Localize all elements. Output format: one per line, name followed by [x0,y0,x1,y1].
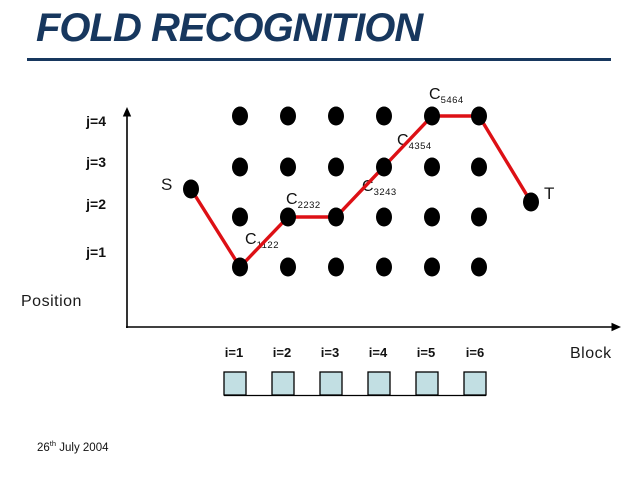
grid-dot [280,106,296,126]
path-node-label-c4354: C4354 [397,133,432,152]
start-node-label: S [161,175,173,194]
col-label-i3: i=3 [320,345,340,360]
c-subscript: 2232 [297,200,321,211]
path-node-label-c5464: C5464 [429,87,464,106]
grid-dot [471,157,487,177]
path-node-label-c2232: C2232 [286,192,321,211]
end-node-dot [523,192,539,212]
grid-dot [424,157,440,177]
c-main: C [397,132,409,149]
end-node-label: T [544,184,555,203]
block-square [271,371,295,396]
c-subscript: 3243 [373,187,397,198]
grid-dot [280,257,296,277]
grid-dot [376,257,392,277]
date-ordinal: th [49,439,57,448]
col-label-i2: i=2 [272,345,292,360]
c-subscript: 5464 [440,95,464,106]
block-square [463,371,487,396]
block-square [367,371,391,396]
grid-dot [471,106,487,126]
grid-dot [280,157,296,177]
alignment-path [189,114,533,270]
date-rest: July 2004 [56,441,109,454]
footer-date: 26th July 2004 [37,440,109,454]
row-label-j1: j=1 [86,244,106,260]
grid-dot [376,106,392,126]
y-axis-caption: Position [21,293,82,310]
grid-dot [232,157,248,177]
row-label-j3: j=3 [86,154,106,170]
start-node-dot [183,179,199,199]
grid-dot [232,106,248,126]
grid-dot [280,207,296,227]
y-axis-arrowhead-icon [122,107,132,117]
block-square [319,371,343,396]
grid-dot [424,106,440,126]
x-axis-arrowhead-icon [611,322,621,332]
grid-dot [328,207,344,227]
col-label-i4: i=4 [368,345,388,360]
row-label-j2: j=2 [86,196,106,212]
block-squares [223,371,487,396]
c-subscript: 1122 [256,240,279,251]
path-node-label-c1122: C1122 [245,232,279,251]
row-label-j4: j=4 [86,113,106,129]
dot-grid [232,106,487,277]
c-subscript: 4354 [408,141,432,152]
grid-dot [376,207,392,227]
slide-title: FOLD RECOGNITION [36,6,423,50]
grid-dot [471,207,487,227]
c-main: C [429,86,441,103]
c-main: C [245,231,257,248]
grid-dot [376,157,392,177]
block-square [415,371,439,396]
path-node-label-c3243: C3243 [362,179,397,198]
c-main: C [286,191,298,208]
date-day: 26 [37,441,50,454]
block-square [223,371,247,396]
x-axis-caption: Block [570,345,612,362]
col-label-i1: i=1 [224,345,244,360]
col-label-i5: i=5 [416,345,436,360]
c-main: C [362,178,374,195]
grid-dot [471,257,487,277]
title-underline [27,58,611,61]
grid-dot [424,207,440,227]
col-label-i6: i=6 [465,345,485,360]
grid-dot [232,207,248,227]
grid-dot [328,257,344,277]
grid-dot [328,157,344,177]
grid-dot [424,257,440,277]
grid-dot [232,257,248,277]
grid-dot [328,106,344,126]
